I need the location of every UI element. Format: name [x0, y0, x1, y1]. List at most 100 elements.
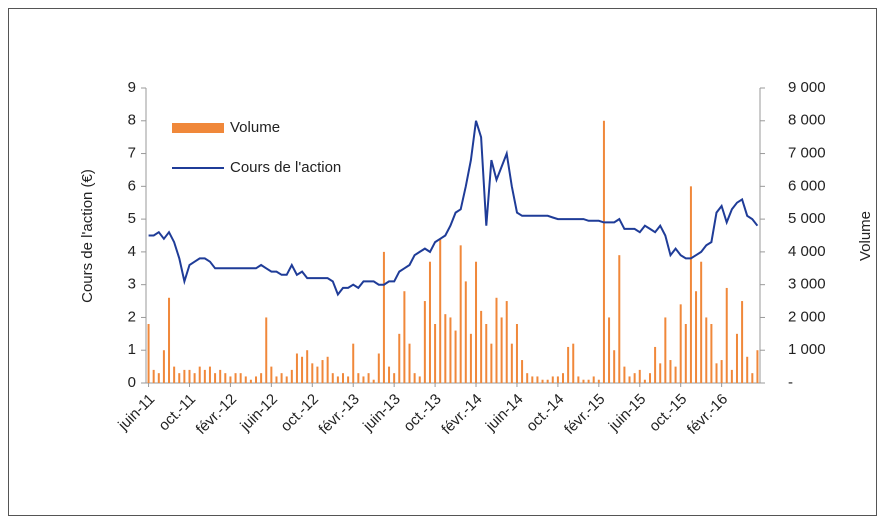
volume-bar — [715, 363, 718, 383]
volume-bar — [551, 376, 554, 383]
volume-bar — [730, 369, 733, 383]
y2-tick-label: - — [788, 374, 793, 391]
volume-bar — [531, 376, 534, 383]
y-tick-label: 2 — [128, 308, 136, 325]
volume-bar — [418, 376, 421, 383]
volume-bar — [567, 346, 570, 383]
volume-bar — [659, 363, 662, 383]
volume-bar — [173, 366, 176, 383]
volume-bar — [255, 376, 258, 383]
y2-axis-label: Volume — [857, 211, 874, 261]
volume-bar — [178, 373, 181, 383]
volume-bar — [485, 324, 488, 383]
volume-bar — [203, 369, 206, 383]
volume-bar — [398, 333, 401, 383]
volume-bar — [495, 297, 498, 383]
volume-bar — [285, 376, 288, 383]
volume-bar — [674, 366, 677, 383]
volume-bar — [208, 366, 211, 383]
volume-bar — [249, 379, 252, 383]
volume-bar — [183, 369, 186, 383]
frame — [8, 8, 877, 516]
y-tick-label: 7 — [128, 145, 136, 162]
y-tick-label: 6 — [128, 177, 136, 194]
volume-bar — [679, 304, 682, 383]
volume-bar — [643, 379, 646, 383]
volume-bar — [152, 369, 155, 383]
volume-bar — [449, 317, 452, 383]
volume-bar — [413, 373, 416, 383]
volume-bar — [526, 373, 529, 383]
volume-bar — [623, 366, 626, 383]
volume-bar — [664, 317, 667, 383]
volume-bar — [608, 317, 611, 383]
y2-tick-label: 4 000 — [788, 243, 826, 260]
volume-bar — [521, 360, 524, 383]
volume-bar — [510, 343, 513, 383]
volume-bar — [193, 373, 196, 383]
legend-swatch — [172, 123, 224, 133]
volume-bar — [505, 301, 508, 383]
volume-bar — [229, 376, 232, 383]
volume-bar — [469, 333, 472, 383]
volume-bar — [336, 376, 339, 383]
y-axis-label: Cours de l'action (€) — [79, 169, 96, 303]
volume-bar — [444, 314, 447, 383]
volume-bar — [500, 317, 503, 383]
legend-label: Volume — [230, 119, 280, 136]
y-tick-label: 9 — [128, 79, 136, 96]
volume-bar — [408, 343, 411, 383]
y2-tick-label: 8 000 — [788, 112, 826, 129]
volume-bar — [290, 369, 293, 383]
volume-bar — [618, 255, 621, 383]
volume-bar — [751, 373, 754, 383]
y2-tick-label: 5 000 — [788, 210, 826, 227]
volume-bar — [454, 330, 457, 383]
price-line — [148, 120, 759, 297]
volume-bar — [648, 373, 651, 383]
volume-bar — [428, 261, 431, 383]
volume-bar — [546, 379, 549, 383]
volume-bar — [347, 376, 350, 383]
volume-bar — [541, 379, 544, 383]
volume-bar — [654, 346, 657, 383]
volume-bar — [705, 317, 708, 383]
legend-label: Cours de l'action — [230, 159, 341, 176]
volume-bar — [572, 343, 575, 383]
volume-bar — [270, 366, 273, 383]
y-tick-label: 1 — [128, 341, 136, 358]
volume-bar — [326, 356, 329, 383]
volume-bar — [710, 324, 713, 383]
volume-bar — [582, 379, 585, 383]
volume-bar — [597, 379, 600, 383]
volume-bar — [480, 310, 483, 383]
volume-bar — [388, 366, 391, 383]
y2-tick-label: 1 000 — [788, 341, 826, 358]
volume-bar — [224, 373, 227, 383]
volume-bar — [613, 350, 616, 383]
volume-bar — [188, 369, 191, 383]
volume-bar — [372, 379, 375, 383]
volume-bar — [628, 376, 631, 383]
volume-bar — [260, 373, 263, 383]
volume-bar — [321, 360, 324, 383]
volume-bar — [331, 373, 334, 383]
volume-bar — [198, 366, 201, 383]
volume-bar — [219, 369, 222, 383]
volume-bar — [393, 373, 396, 383]
volume-bar — [475, 261, 478, 383]
volume-bar — [638, 369, 641, 383]
volume-bar — [684, 324, 687, 383]
volume-bar — [147, 324, 150, 383]
volume-bar — [700, 261, 703, 383]
volume-bar — [720, 360, 723, 383]
volume-bar — [515, 324, 518, 383]
volume-bar — [689, 186, 692, 383]
volume-bar — [403, 291, 406, 383]
volume-bar — [311, 363, 314, 383]
volume-bar — [741, 301, 744, 383]
volume-bar — [265, 317, 268, 383]
y-tick-label: 4 — [128, 243, 136, 260]
volume-bar — [168, 297, 171, 383]
y2-tick-label: 6 000 — [788, 177, 826, 194]
